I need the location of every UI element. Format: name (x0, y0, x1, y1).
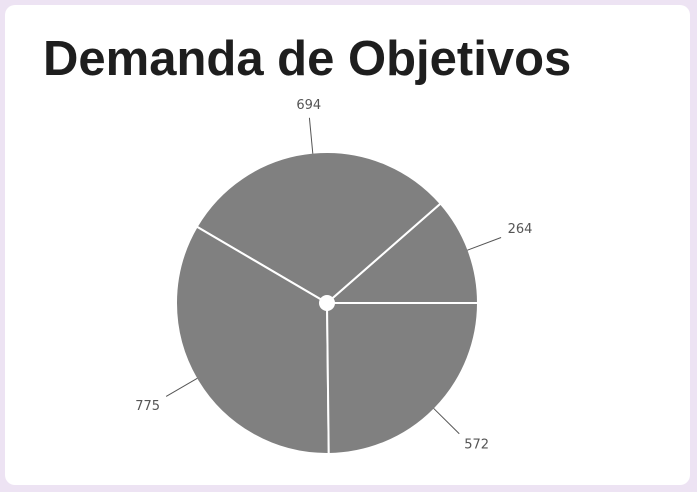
leader-line-264 (467, 237, 502, 251)
pie-center-dot (319, 295, 335, 311)
data-label-572: 572 (464, 438, 489, 453)
pie-slices (175, 151, 479, 455)
leader-line-572 (433, 408, 460, 435)
chart-card: Demanda de Objetivos 264 694 775 572 (5, 5, 690, 485)
pie-chart: 264 694 775 572 (135, 98, 532, 455)
data-label-264: 264 (508, 222, 533, 237)
data-label-694: 694 (296, 98, 321, 113)
leader-line-775 (165, 377, 198, 397)
pie-slice-572 (326, 302, 479, 455)
pie-data-labels: 264 694 775 572 (135, 98, 532, 453)
leader-line-694 (308, 117, 314, 154)
data-label-775: 775 (135, 399, 160, 414)
chart-title: Demanda de Objetivos (43, 32, 572, 86)
pie-leader-lines (165, 117, 502, 435)
